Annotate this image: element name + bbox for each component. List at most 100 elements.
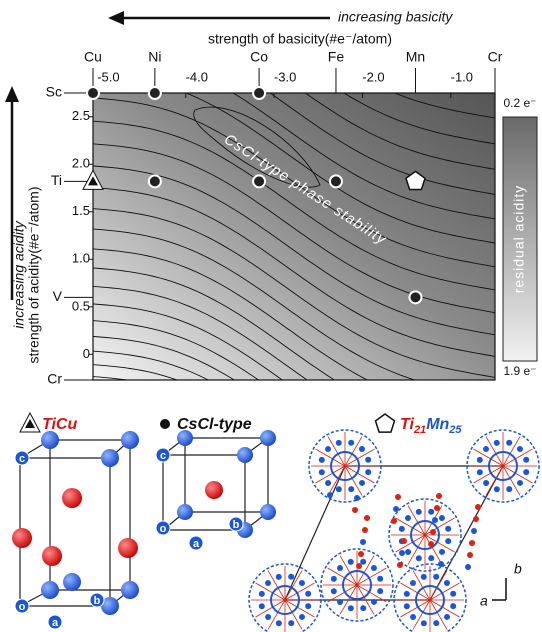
atom [118, 538, 138, 558]
point [253, 175, 265, 187]
atom-dot [336, 440, 342, 446]
y-tick-label: 1.0 [72, 251, 90, 266]
atom-dot [336, 486, 342, 492]
x-axis-label: strength of basicity(#e⁻/atom) [208, 31, 392, 47]
legend-label: Ti21Mn25 [400, 416, 462, 436]
element-label: Cu [84, 49, 102, 65]
cell-edge [285, 466, 503, 600]
atom [205, 481, 223, 499]
atom-dot [331, 576, 337, 582]
axis-label: b [514, 561, 522, 577]
point [253, 87, 265, 99]
element-label: Co [250, 49, 268, 65]
atom-dot [523, 469, 529, 475]
atom-dot [506, 486, 512, 492]
element-label: Ti [51, 172, 62, 188]
atom-dot [404, 603, 410, 609]
atom-dot [433, 620, 439, 626]
contour-background [93, 93, 495, 380]
colorbar-top: 0.2 e⁻ [503, 96, 536, 110]
atom-dot [319, 469, 325, 475]
legend-part: TiCu [42, 416, 77, 433]
atom-dot [450, 603, 456, 609]
y-direction: increasing acidity [11, 220, 27, 328]
point [149, 87, 161, 99]
arrow-head [108, 11, 124, 25]
atom-dot [445, 526, 451, 532]
atom-dot [395, 494, 401, 500]
atom-dot [360, 605, 366, 611]
atom-dot [365, 457, 371, 463]
atom [63, 573, 81, 591]
atom-dot [288, 620, 294, 626]
atom-dot [434, 505, 440, 511]
atom-dot [469, 540, 475, 546]
atom-dot [450, 591, 456, 597]
element-label: Sc [46, 84, 62, 100]
atom-dot [358, 551, 364, 557]
element-label: Cr [47, 371, 62, 387]
atom [121, 431, 139, 449]
atom-dot [371, 565, 377, 571]
element-label: Mn [406, 49, 425, 65]
atom-dot [365, 469, 371, 475]
atom-dot [276, 620, 282, 626]
atom-dot [337, 599, 343, 605]
axis-tag-label: o [160, 523, 167, 535]
atom-dot [428, 509, 434, 515]
atom-dot [259, 591, 265, 597]
atom-dot [299, 614, 305, 620]
atom-dot [421, 620, 427, 626]
atom-dot [377, 576, 383, 582]
atom-dot [445, 538, 451, 544]
element-label: V [53, 288, 63, 304]
atom [42, 546, 62, 566]
atom-dot [259, 603, 265, 609]
atom-dot [433, 574, 439, 580]
atom-dot [467, 552, 473, 558]
atom-dot [416, 509, 422, 515]
atom-dot [444, 580, 450, 586]
atom-dot [348, 559, 354, 565]
atom-dot [348, 486, 354, 492]
atom-dot [410, 580, 416, 586]
atom-dot [371, 599, 377, 605]
atom-dot [397, 562, 403, 568]
atom-dot [391, 518, 397, 524]
atom-dot [305, 603, 311, 609]
y-tick-label: 1.5 [72, 203, 90, 218]
atom-dot [305, 591, 311, 597]
axis-tag-label: o [19, 601, 26, 613]
legend-label: TiCu [42, 416, 77, 433]
x-tick-label: -1.0 [451, 69, 473, 84]
element-label: Fe [328, 49, 345, 65]
atom-dot [401, 538, 407, 544]
axis-label: a [480, 593, 488, 609]
atom-dot [399, 526, 405, 532]
y-tick-label: 2.0 [72, 156, 90, 171]
legend-part: Mn [426, 416, 449, 433]
atom [41, 431, 59, 449]
atom [101, 449, 119, 467]
atom-dot [404, 591, 410, 597]
atom-dot [377, 588, 383, 594]
atom-dot [405, 515, 411, 521]
atom-dot [428, 555, 434, 561]
colorbar-bottom: 1.9 e⁻ [503, 364, 536, 378]
point [330, 175, 342, 187]
atom-dot [416, 555, 422, 561]
atom-dot [494, 486, 500, 492]
element-label: Ni [148, 49, 161, 65]
atom-dot [438, 561, 444, 567]
atom [62, 488, 82, 508]
point [87, 87, 99, 99]
legend-part: Ti [400, 416, 414, 433]
axis-tag-label: b [94, 595, 101, 607]
element-label: Cr [488, 49, 503, 65]
atom-dot [483, 480, 489, 486]
legend-part: 25 [448, 424, 462, 436]
atom [177, 504, 193, 520]
x-tick-label: -5.0 [97, 69, 119, 84]
atom-dot [364, 515, 370, 521]
atom-dot [348, 440, 354, 446]
